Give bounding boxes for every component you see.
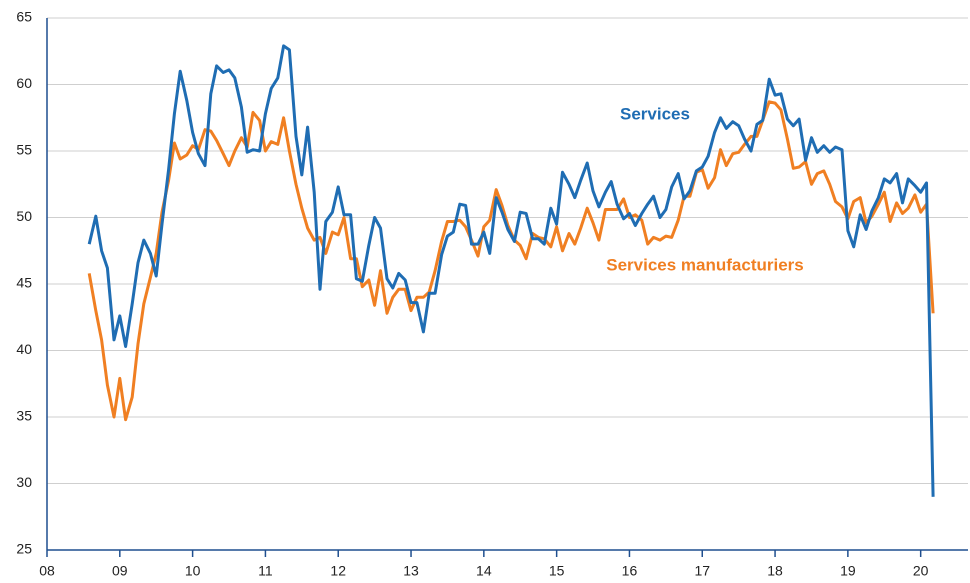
x-tick-label: 11: [258, 563, 273, 579]
x-tick-label: 16: [622, 563, 638, 579]
x-tick-label: 19: [840, 563, 856, 579]
x-tick-label: 18: [767, 563, 783, 579]
series-line: [87, 100, 935, 422]
x-tick-label: 20: [913, 563, 929, 579]
x-tick-label: 08: [39, 563, 55, 579]
x-tick-label: 12: [330, 563, 346, 579]
y-tick-label: 55: [16, 142, 32, 158]
x-tick-label: 13: [403, 563, 419, 579]
y-tick-label: 25: [16, 541, 32, 557]
series-label: Services manufacturiers: [606, 255, 804, 274]
x-tick-label: 17: [694, 563, 710, 579]
y-tick-label: 45: [16, 275, 32, 291]
series-label: Services: [620, 104, 690, 123]
y-tick-label: 30: [16, 474, 32, 490]
x-tick-label: 14: [476, 563, 492, 579]
x-tick-label: 10: [185, 563, 201, 579]
x-tick-label: 15: [549, 563, 565, 579]
y-tick-label: 40: [16, 341, 32, 357]
series-line: [87, 44, 935, 497]
y-tick-label: 50: [16, 208, 32, 224]
y-tick-label: 65: [16, 9, 32, 25]
y-tick-label: 35: [16, 408, 32, 424]
x-tick-label: 09: [112, 563, 128, 579]
y-tick-label: 60: [16, 75, 32, 91]
